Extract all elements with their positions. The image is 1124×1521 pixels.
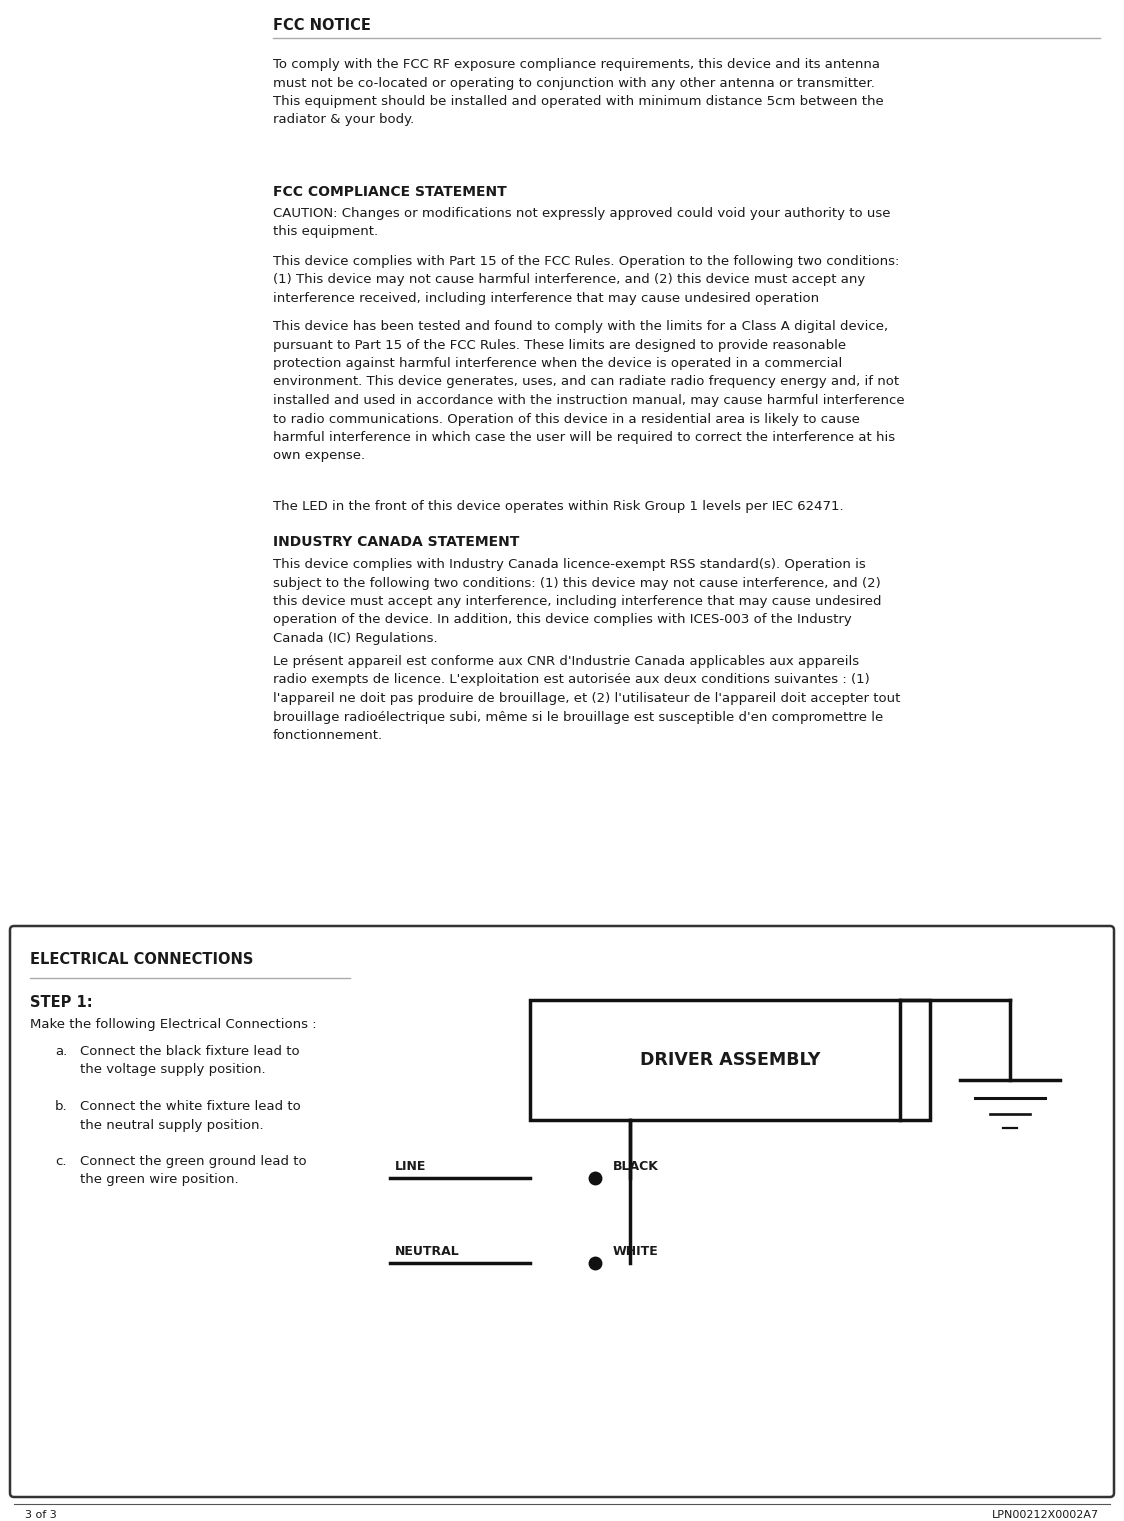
Text: CAUTION: Changes or modifications not expressly approved could void your authori: CAUTION: Changes or modifications not ex… (273, 207, 890, 239)
Text: ELECTRICAL CONNECTIONS: ELECTRICAL CONNECTIONS (30, 952, 253, 967)
Text: This device complies with Part 15 of the FCC Rules. Operation to the following t: This device complies with Part 15 of the… (273, 256, 899, 306)
Text: a.: a. (55, 1045, 67, 1059)
Text: STEP 1:: STEP 1: (30, 995, 92, 1010)
Text: This device has been tested and found to comply with the limits for a Class A di: This device has been tested and found to… (273, 319, 905, 462)
Text: WHITE: WHITE (613, 1246, 659, 1258)
Text: LPN00212X0002A7: LPN00212X0002A7 (991, 1510, 1099, 1519)
Text: The LED in the front of this device operates within Risk Group 1 levels per IEC : The LED in the front of this device oper… (273, 500, 844, 513)
Text: Connect the black fixture lead to
the voltage supply position.: Connect the black fixture lead to the vo… (80, 1045, 300, 1077)
Text: BLACK: BLACK (613, 1161, 659, 1173)
Text: NEUTRAL: NEUTRAL (395, 1246, 460, 1258)
Text: Le présent appareil est conforme aux CNR d'Industrie Canada applicables aux appa: Le présent appareil est conforme aux CNR… (273, 656, 900, 742)
Text: FCC NOTICE: FCC NOTICE (273, 18, 371, 33)
Text: 3 of 3: 3 of 3 (25, 1510, 56, 1519)
Text: b.: b. (55, 1100, 67, 1113)
Text: INDUSTRY CANADA STATEMENT: INDUSTRY CANADA STATEMENT (273, 535, 519, 549)
Bar (531, 999, 930, 1119)
FancyBboxPatch shape (10, 926, 1114, 1497)
Text: LINE: LINE (395, 1161, 426, 1173)
Text: This device complies with Industry Canada licence-exempt RSS standard(s). Operat: This device complies with Industry Canad… (273, 558, 881, 645)
Text: Connect the white fixture lead to
the neutral supply position.: Connect the white fixture lead to the ne… (80, 1100, 301, 1132)
Text: FCC COMPLIANCE STATEMENT: FCC COMPLIANCE STATEMENT (273, 186, 507, 199)
Text: Make the following Electrical Connections :: Make the following Electrical Connection… (30, 1018, 317, 1031)
Text: To comply with the FCC RF exposure compliance requirements, this device and its : To comply with the FCC RF exposure compl… (273, 58, 883, 126)
Text: c.: c. (55, 1154, 66, 1168)
Text: DRIVER ASSEMBLY: DRIVER ASSEMBLY (640, 1051, 821, 1069)
Text: Connect the green ground lead to
the green wire position.: Connect the green ground lead to the gre… (80, 1154, 307, 1186)
